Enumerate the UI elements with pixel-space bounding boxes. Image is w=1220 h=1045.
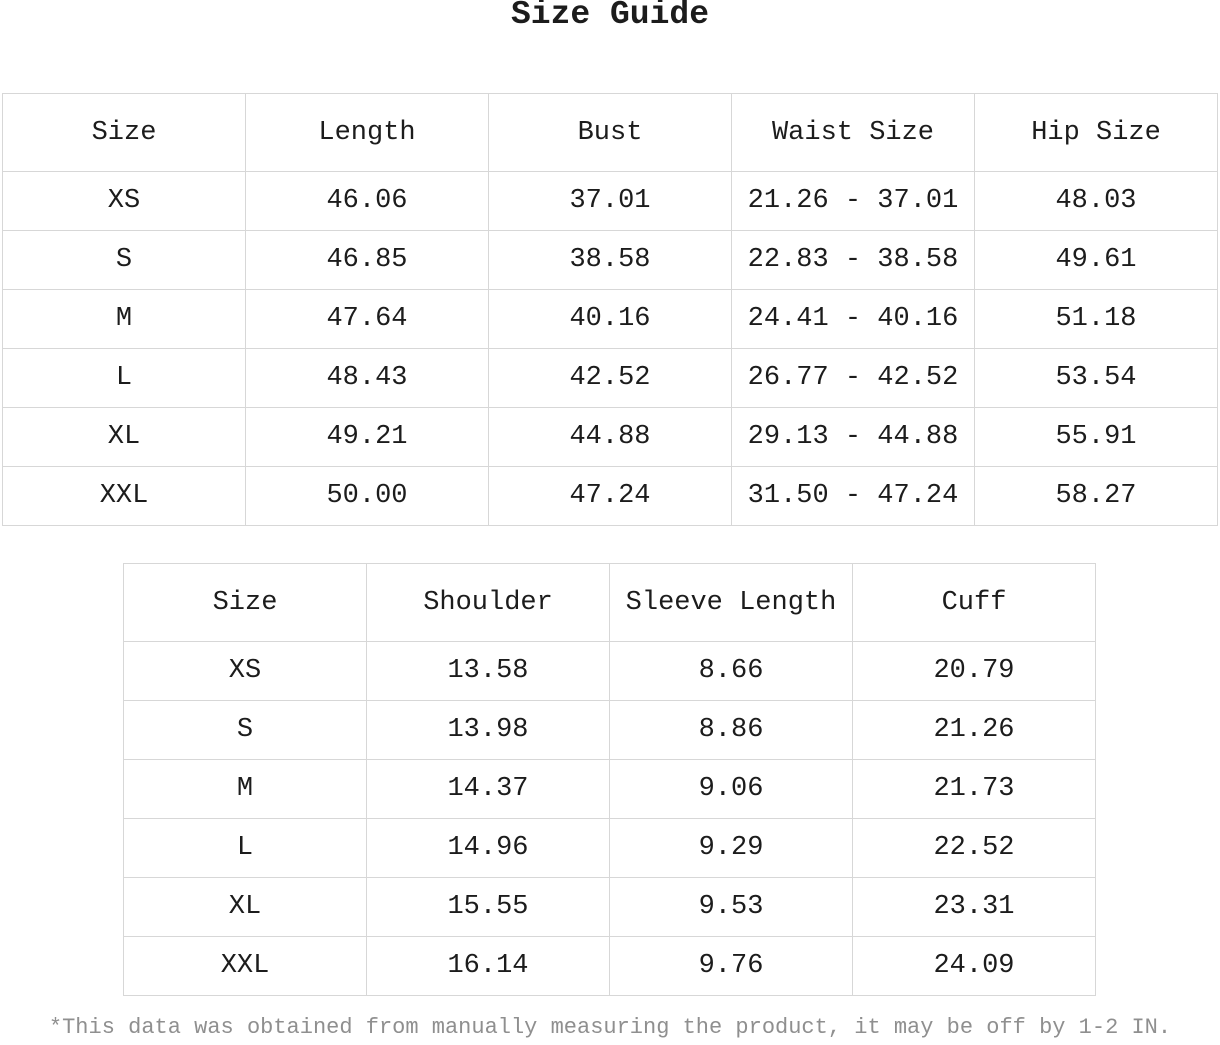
table-row: XL 15.55 9.53 23.31 (123, 877, 1096, 937)
table-cell: 13.98 (366, 700, 610, 760)
table-cell: 9.29 (609, 818, 853, 878)
table-cell: 9.76 (609, 936, 853, 996)
table-cell: XS (123, 641, 367, 701)
table-cell: 42.52 (488, 348, 732, 408)
table-cell: 14.96 (366, 818, 610, 878)
table-cell: 8.66 (609, 641, 853, 701)
table-cell: 24.41 - 40.16 (731, 289, 975, 349)
table-header-row: Size Length Bust Waist Size Hip Size (2, 93, 1218, 172)
table-row: XL 49.21 44.88 29.13 - 44.88 55.91 (2, 407, 1218, 467)
column-header: Size (123, 563, 367, 642)
column-header: Length (245, 93, 489, 172)
table-row: XXL 16.14 9.76 24.09 (123, 936, 1096, 996)
table-cell: 44.88 (488, 407, 732, 467)
table-cell: 21.26 - 37.01 (731, 171, 975, 231)
table-cell: 48.03 (974, 171, 1218, 231)
table-cell: 9.06 (609, 759, 853, 819)
table-cell: 46.06 (245, 171, 489, 231)
table-cell: 24.09 (852, 936, 1096, 996)
table-cell: 46.85 (245, 230, 489, 290)
table-cell: 15.55 (366, 877, 610, 937)
table-row: XS 46.06 37.01 21.26 - 37.01 48.03 (2, 171, 1218, 231)
table-cell: 53.54 (974, 348, 1218, 408)
column-header: Shoulder (366, 563, 610, 642)
table-cell: M (2, 289, 246, 349)
table-cell: 38.58 (488, 230, 732, 290)
table-cell: 13.58 (366, 641, 610, 701)
table-cell: 9.53 (609, 877, 853, 937)
column-header: Hip Size (974, 93, 1218, 172)
table-cell: XXL (2, 466, 246, 526)
table-cell: 21.26 (852, 700, 1096, 760)
table-cell: S (2, 230, 246, 290)
table-cell: XXL (123, 936, 367, 996)
table-row: S 46.85 38.58 22.83 - 38.58 49.61 (2, 230, 1218, 290)
table-cell: 50.00 (245, 466, 489, 526)
table-row: XXL 50.00 47.24 31.50 - 47.24 58.27 (2, 466, 1218, 526)
table-cell: XS (2, 171, 246, 231)
table-cell: XL (2, 407, 246, 467)
table-cell: 58.27 (974, 466, 1218, 526)
column-header: Cuff (852, 563, 1096, 642)
table-row: M 47.64 40.16 24.41 - 40.16 51.18 (2, 289, 1218, 349)
table-row: L 48.43 42.52 26.77 - 42.52 53.54 (2, 348, 1218, 408)
column-header: Size (2, 93, 246, 172)
sleeve-chart-table: Size Shoulder Sleeve Length Cuff XS 13.58 8.6… (123, 563, 1096, 996)
table-cell: S (123, 700, 367, 760)
table-cell: 48.43 (245, 348, 489, 408)
table-cell: L (2, 348, 246, 408)
table-cell: XL (123, 877, 367, 937)
table-cell: 8.86 (609, 700, 853, 760)
table-cell: 16.14 (366, 936, 610, 996)
table-header-row: Size Shoulder Sleeve Length Cuff (123, 563, 1096, 642)
measurement-disclaimer: *This data was obtained from manually me… (48, 1015, 1172, 1040)
table-cell: 31.50 - 47.24 (731, 466, 975, 526)
table-cell: 14.37 (366, 759, 610, 819)
table-cell: 22.52 (852, 818, 1096, 878)
column-header: Sleeve Length (609, 563, 853, 642)
table-cell: 21.73 (852, 759, 1096, 819)
table-cell: 29.13 - 44.88 (731, 407, 975, 467)
table-cell: 47.64 (245, 289, 489, 349)
table-row: L 14.96 9.29 22.52 (123, 818, 1096, 878)
table-cell: 20.79 (852, 641, 1096, 701)
table-row: S 13.98 8.86 21.26 (123, 700, 1096, 760)
table-cell: 47.24 (488, 466, 732, 526)
size-chart-table: Size Length Bust Waist Size Hip Size XS 46.06… (2, 93, 1218, 526)
table-row: XS 13.58 8.66 20.79 (123, 641, 1096, 701)
table-cell: 49.21 (245, 407, 489, 467)
table-cell: 26.77 - 42.52 (731, 348, 975, 408)
table-cell: 23.31 (852, 877, 1096, 937)
table-cell: L (123, 818, 367, 878)
table-cell: 37.01 (488, 171, 732, 231)
table-cell: 51.18 (974, 289, 1218, 349)
table-row: M 14.37 9.06 21.73 (123, 759, 1096, 819)
page-title: Size Guide (510, 0, 710, 33)
table-cell: 55.91 (974, 407, 1218, 467)
table-cell: 40.16 (488, 289, 732, 349)
table-cell: M (123, 759, 367, 819)
column-header: Waist Size (731, 93, 975, 172)
table-cell: 49.61 (974, 230, 1218, 290)
table-cell: 22.83 - 38.58 (731, 230, 975, 290)
column-header: Bust (488, 93, 732, 172)
